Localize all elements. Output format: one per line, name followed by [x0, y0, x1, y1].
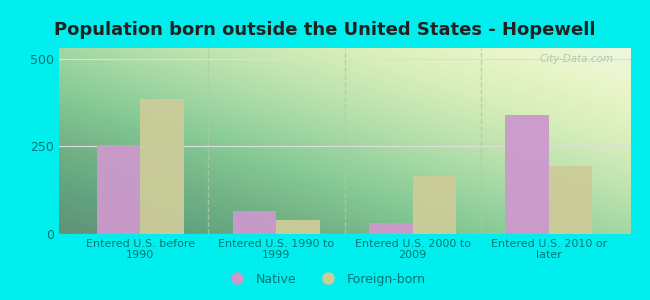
Bar: [97, 145, 140, 234]
Bar: [369, 224, 413, 234]
Bar: [233, 211, 276, 234]
Bar: [140, 99, 184, 234]
Bar: [505, 115, 549, 234]
Bar: [413, 176, 456, 234]
Legend: Native, Foreign-born: Native, Foreign-born: [220, 268, 430, 291]
Text: Population born outside the United States - Hopewell: Population born outside the United State…: [54, 21, 596, 39]
Text: City-Data.com: City-Data.com: [540, 54, 614, 64]
Bar: [549, 166, 592, 234]
Bar: [276, 220, 320, 234]
